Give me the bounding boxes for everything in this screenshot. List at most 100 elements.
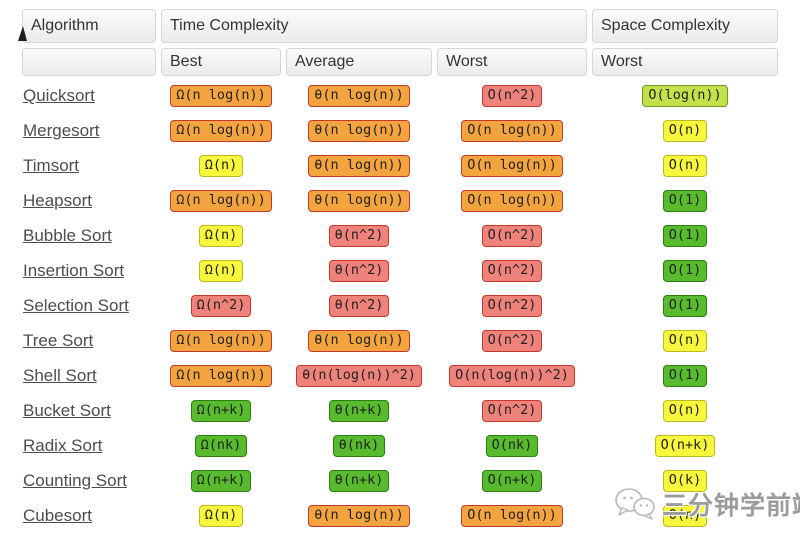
algorithm-cell: Bucket Sort: [22, 396, 156, 426]
table-body: Quicksort Ω(n log(n)) θ(n log(n)) O(n^2) O(l…: [22, 81, 778, 531]
complexity-badge: O(n(log(n))^2): [449, 365, 575, 387]
complexity-badge: O(n^2): [481, 225, 543, 247]
algorithm-link[interactable]: Quicksort: [23, 86, 95, 105]
complexity-badge: θ(n^2): [328, 260, 390, 282]
worst-cell: O(n log(n)): [437, 186, 587, 216]
complexity-badge: Ω(n log(n)): [170, 330, 272, 352]
worst-cell: O(n^2): [437, 221, 587, 251]
average-cell: θ(n^2): [286, 221, 432, 251]
algorithm-link[interactable]: Cubesort: [23, 506, 92, 525]
algorithm-cell: Bubble Sort: [22, 221, 156, 251]
complexity-badge: O(n+k): [481, 470, 543, 492]
worst-cell: O(n log(n)): [437, 116, 587, 146]
watermark: 三分钟学前端: [614, 486, 800, 522]
algorithm-link[interactable]: Radix Sort: [23, 436, 103, 455]
average-cell: θ(n log(n)): [286, 151, 432, 181]
complexity-badge: O(n log(n)): [461, 120, 563, 142]
header-empty: [22, 48, 156, 76]
best-cell: Ω(n+k): [161, 396, 281, 426]
header-space-complexity: Space Complexity: [592, 9, 778, 43]
table-row: Tree Sort Ω(n log(n)) θ(n log(n)) O(n^2) O(n…: [22, 326, 778, 356]
complexity-badge: θ(n log(n)): [308, 85, 410, 107]
complexity-badge: O(n): [662, 400, 708, 422]
algorithm-link[interactable]: Selection Sort: [23, 296, 129, 315]
worst-cell: O(n log(n)): [437, 501, 587, 531]
complexity-table: Algorithm Time Complexity Space Complexi…: [17, 4, 783, 536]
complexity-badge: Ω(n log(n)): [170, 365, 272, 387]
worst-cell: O(n log(n)): [437, 151, 587, 181]
algorithm-link[interactable]: Heapsort: [23, 191, 92, 210]
complexity-badge: Ω(n log(n)): [170, 190, 272, 212]
worst-cell: O(n^2): [437, 326, 587, 356]
table-row: Shell Sort Ω(n log(n)) θ(n(log(n))^2) O(n(l…: [22, 361, 778, 391]
best-cell: Ω(n+k): [161, 466, 281, 496]
complexity-badge: O(1): [662, 295, 708, 317]
header-algorithm: Algorithm: [22, 9, 156, 43]
complexity-badge: O(n): [662, 155, 708, 177]
algorithm-cell: Mergesort: [22, 116, 156, 146]
average-cell: θ(n^2): [286, 291, 432, 321]
algorithm-cell: Tree Sort: [22, 326, 156, 356]
complexity-badge: O(n^2): [481, 85, 543, 107]
space-cell: O(1): [592, 221, 778, 251]
algorithm-link[interactable]: Mergesort: [23, 121, 100, 140]
complexity-badge: O(n^2): [481, 295, 543, 317]
worst-cell: O(n(log(n))^2): [437, 361, 587, 391]
table-row: Timsort Ω(n) θ(n log(n)) O(n log(n)) O(n): [22, 151, 778, 181]
space-cell: O(n): [592, 116, 778, 146]
complexity-badge: O(n^2): [481, 330, 543, 352]
complexity-badge: O(1): [662, 225, 708, 247]
complexity-badge: θ(n^2): [328, 225, 390, 247]
corner-artifact: [18, 26, 27, 41]
best-cell: Ω(n log(n)): [161, 326, 281, 356]
complexity-badge: θ(n^2): [328, 295, 390, 317]
table-row: Cubesort Ω(n) θ(n log(n)) O(n log(n)) O(n): [22, 501, 778, 531]
space-cell: O(n): [592, 151, 778, 181]
best-cell: Ω(n log(n)): [161, 116, 281, 146]
best-cell: Ω(nk): [161, 431, 281, 461]
complexity-badge: Ω(n+k): [190, 470, 252, 492]
watermark-text: 三分钟学前端: [662, 492, 800, 520]
algorithm-cell: Timsort: [22, 151, 156, 181]
worst-cell: O(n^2): [437, 291, 587, 321]
best-cell: Ω(n log(n)): [161, 186, 281, 216]
average-cell: θ(n+k): [286, 396, 432, 426]
complexity-badge: O(n^2): [481, 260, 543, 282]
algorithm-cell: Counting Sort: [22, 466, 156, 496]
complexity-badge: O(1): [662, 190, 708, 212]
complexity-badge: θ(n(log(n))^2): [296, 365, 422, 387]
complexity-badge: O(n log(n)): [461, 155, 563, 177]
space-cell: O(1): [592, 256, 778, 286]
algorithm-link[interactable]: Bubble Sort: [23, 226, 112, 245]
worst-cell: O(n^2): [437, 81, 587, 111]
average-cell: θ(n^2): [286, 256, 432, 286]
space-cell: O(1): [592, 291, 778, 321]
algorithm-link[interactable]: Shell Sort: [23, 366, 97, 385]
worst-cell: O(n^2): [437, 256, 587, 286]
average-cell: θ(n log(n)): [286, 116, 432, 146]
header-row-groups: Algorithm Time Complexity Space Complexi…: [22, 9, 778, 43]
algorithm-link[interactable]: Tree Sort: [23, 331, 94, 350]
table-row: Bubble Sort Ω(n) θ(n^2) O(n^2) O(1): [22, 221, 778, 251]
best-cell: Ω(n^2): [161, 291, 281, 321]
header-row-sub: Best Average Worst Worst: [22, 48, 778, 76]
algorithm-cell: Insertion Sort: [22, 256, 156, 286]
algorithm-link[interactable]: Counting Sort: [23, 471, 127, 490]
complexity-badge: Ω(n^2): [190, 295, 252, 317]
complexity-badge: O(k): [662, 470, 708, 492]
algorithm-cell: Quicksort: [22, 81, 156, 111]
algorithm-link[interactable]: Insertion Sort: [23, 261, 125, 280]
algorithm-link[interactable]: Timsort: [23, 156, 80, 175]
complexity-badge: O(n log(n)): [461, 190, 563, 212]
algorithm-link[interactable]: Bucket Sort: [23, 401, 111, 420]
algorithm-cell: Cubesort: [22, 501, 156, 531]
complexity-badge: O(nk): [485, 435, 539, 457]
best-cell: Ω(n): [161, 151, 281, 181]
space-cell: O(1): [592, 186, 778, 216]
complexity-badge: θ(n log(n)): [308, 330, 410, 352]
complexity-badge: O(n+k): [654, 435, 716, 457]
best-cell: Ω(n): [161, 221, 281, 251]
table-row: Quicksort Ω(n log(n)) θ(n log(n)) O(n^2) O(l…: [22, 81, 778, 111]
complexity-badge: Ω(n): [198, 505, 244, 527]
table-row: Insertion Sort Ω(n) θ(n^2) O(n^2) O(1): [22, 256, 778, 286]
